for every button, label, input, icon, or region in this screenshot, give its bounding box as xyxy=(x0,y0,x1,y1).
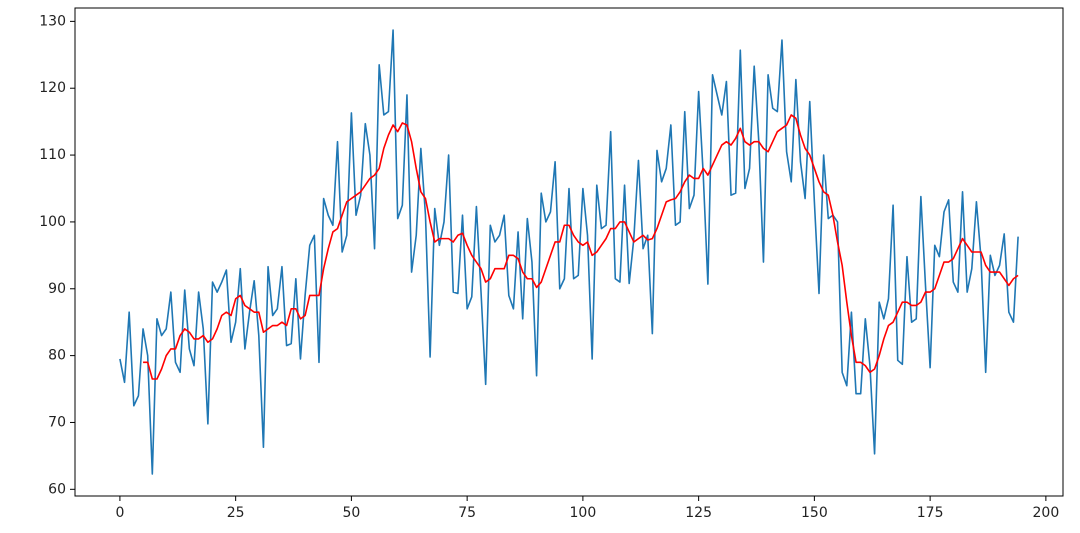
y-tick-label: 130 xyxy=(39,13,66,29)
y-tick-label: 100 xyxy=(39,214,66,230)
x-tick-label: 50 xyxy=(342,505,360,521)
x-tick-label: 200 xyxy=(1033,505,1060,521)
x-tick-label: 175 xyxy=(917,505,944,521)
y-tick-label: 110 xyxy=(39,147,66,163)
x-tick-label: 125 xyxy=(685,505,712,521)
x-tick-label: 0 xyxy=(115,505,124,521)
x-tick-label: 150 xyxy=(801,505,828,521)
x-tick-label: 75 xyxy=(458,505,476,521)
x-tick-label: 100 xyxy=(570,505,597,521)
x-tick-label: 25 xyxy=(227,505,245,521)
y-tick-label: 60 xyxy=(48,481,66,497)
plot-frame xyxy=(74,7,1064,497)
y-tick-label: 70 xyxy=(48,414,66,430)
y-tick-label: 120 xyxy=(39,80,66,96)
data-line xyxy=(119,29,1019,475)
y-tick-label: 90 xyxy=(48,281,66,297)
data-line xyxy=(143,114,1019,380)
y-tick-label: 80 xyxy=(48,348,66,364)
